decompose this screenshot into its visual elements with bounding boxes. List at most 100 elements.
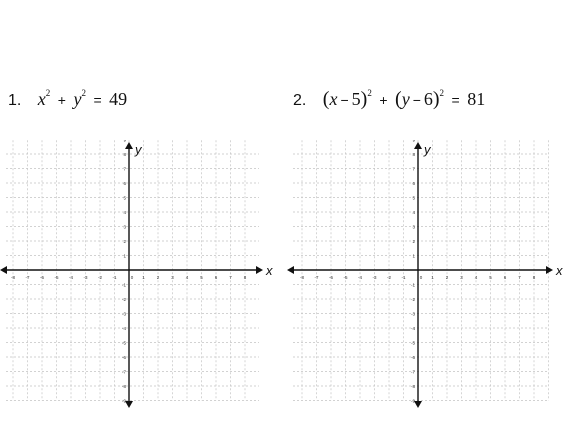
x-tick-label: 7	[229, 275, 232, 280]
arrow-up-icon	[125, 142, 133, 149]
arrow-down-icon	[125, 401, 133, 408]
const-a: 5	[351, 89, 361, 109]
y-tick-label: -8	[122, 384, 126, 389]
x-tick-label: -8	[300, 275, 304, 280]
x-tick-label: -8	[11, 275, 15, 280]
paren-close: )	[432, 88, 440, 110]
rhs-value: 81	[467, 89, 486, 109]
y-tick-label: 6	[412, 181, 415, 186]
paren-open: (	[322, 88, 330, 110]
equals-sign: =	[451, 92, 460, 108]
x-tick-label: -6	[40, 275, 44, 280]
y-tick-label: 4	[123, 210, 126, 215]
y-tick-label: -9	[411, 399, 415, 404]
problem-1: 1. x2 + y2 = 49	[8, 88, 127, 110]
exponent: 2	[81, 88, 86, 98]
problem-2: 2. (x −5)2 + (y −6)2 = 81	[293, 88, 485, 111]
y-axis-label: y	[134, 142, 143, 157]
y-tick-label: 1	[123, 254, 126, 259]
x-tick-label: 6	[215, 275, 218, 280]
x-tick-label: 8	[533, 275, 536, 280]
y-tick-label: -7	[411, 370, 415, 375]
y-tick-label: 3	[412, 225, 415, 230]
coordinate-grid-2: -8 -7 -6 -5 -4 -3 -2 -1 0 1 2 3 4 5 6 7 8 1 2 3 4 5 6 7 8 9 -1 -2 -3…	[287, 140, 563, 408]
y-tick-label: -5	[122, 341, 126, 346]
y-tick-label: -6	[122, 355, 126, 360]
x-tick-label: -7	[25, 275, 29, 280]
paren-open: (	[395, 88, 402, 110]
x-tick-label: -3	[372, 275, 376, 280]
y-tick-label: 9	[123, 140, 126, 143]
arrow-up-icon	[414, 142, 422, 149]
y-tick-label: 1	[412, 254, 415, 259]
x-tick-label: 3	[171, 275, 174, 280]
y-tick-label: 2	[123, 239, 126, 244]
x-tick-label: 6	[504, 275, 507, 280]
y-tick-label: -3	[411, 312, 415, 317]
x-tick-label: -4	[69, 275, 73, 280]
exponent: 2	[45, 88, 51, 98]
x-tick-label: -5	[343, 275, 347, 280]
const-b: 6	[423, 89, 433, 109]
exponent: 2	[367, 88, 372, 98]
x-axis-label: x	[555, 263, 563, 278]
x-tick-label: -5	[54, 275, 58, 280]
x-tick-label: 2	[157, 275, 160, 280]
y-tick-label: 8	[412, 152, 415, 157]
y-tick-label: 8	[123, 152, 126, 157]
x-tick-label: -6	[329, 275, 333, 280]
y-tick-label: -2	[411, 297, 415, 302]
arrow-right-icon	[546, 266, 553, 274]
minus-sign: −	[340, 92, 349, 108]
problem-number: 2.	[293, 92, 307, 109]
x-tick-label: 3	[460, 275, 463, 280]
y-tick-label: -5	[411, 341, 415, 346]
x-tick-label: -4	[358, 275, 362, 280]
y-tick-label: -1	[411, 283, 415, 288]
y-tick-label: 5	[412, 196, 415, 201]
y-tick-label: 4	[412, 210, 415, 215]
y-tick-label: 2	[412, 239, 415, 244]
equation: x2 + y2 = 49	[37, 88, 128, 109]
y-tick-label: -1	[122, 283, 126, 288]
minus-sign: −	[412, 92, 421, 108]
paren-close: )	[360, 88, 368, 110]
equals-sign: =	[93, 92, 102, 108]
exponent: 2	[439, 88, 445, 98]
x-tick-label: 4	[186, 275, 189, 280]
x-tick-label: 7	[518, 275, 521, 280]
arrow-left-icon	[287, 266, 294, 274]
var-x: x	[37, 89, 46, 109]
x-tick-label: 2	[446, 275, 449, 280]
y-tick-label: 3	[123, 225, 126, 230]
y-tick-label: 5	[123, 196, 126, 201]
x-axis-label: x	[265, 263, 273, 278]
x-tick-label: 1	[142, 275, 145, 280]
x-tick-label: 0	[131, 275, 134, 280]
plus-sign: +	[57, 92, 66, 108]
y-tick-label: -7	[122, 370, 126, 375]
x-tick-label: -3	[83, 275, 87, 280]
y-tick-label: -4	[122, 326, 126, 331]
rhs-value: 49	[109, 89, 128, 109]
arrow-right-icon	[256, 266, 263, 274]
y-tick-label: -8	[411, 384, 415, 389]
x-tick-label: 1	[431, 275, 434, 280]
x-tick-label: -2	[387, 275, 391, 280]
arrow-left-icon	[0, 266, 7, 274]
arrow-down-icon	[414, 401, 422, 408]
y-axis-label: y	[423, 142, 432, 157]
y-tick-label: 7	[412, 167, 415, 172]
x-tick-label: -2	[98, 275, 102, 280]
x-tick-label: 5	[200, 275, 203, 280]
y-tick-label: -2	[122, 297, 126, 302]
equation: (x −5)2 + (y −6)2 = 81	[322, 88, 486, 110]
x-tick-label: 0	[420, 275, 423, 280]
var-y: y	[73, 89, 82, 109]
y-tick-label: 9	[412, 140, 415, 143]
y-tick-label: 6	[123, 181, 126, 186]
coordinate-grid-1: -8 -7 -6 -5 -4 -3 -2 -1 0 1 2 3 4 5 6 7 8 1 2 3 4 5 6 7 8 9 -1 -2 -3…	[0, 140, 273, 408]
x-tick-label: 4	[475, 275, 478, 280]
x-tick-label: -7	[314, 275, 318, 280]
problem-number: 1.	[8, 92, 22, 109]
